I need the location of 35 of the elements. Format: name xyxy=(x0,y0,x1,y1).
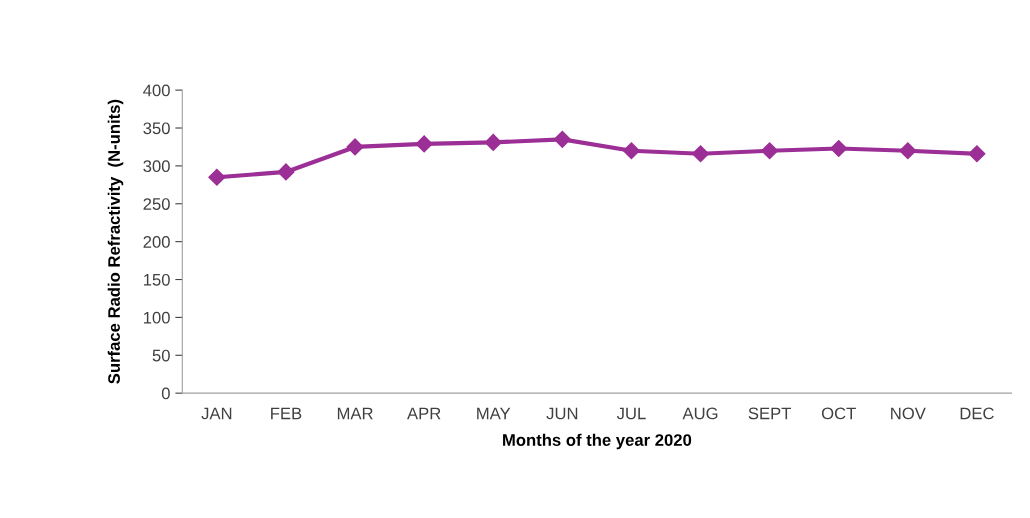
y-tick-label: 250 xyxy=(143,198,170,210)
y-tick-label: 200 xyxy=(143,236,170,248)
point xyxy=(553,130,571,148)
point xyxy=(830,139,848,158)
x-tick-label: OCT xyxy=(821,407,856,420)
x-tick-label: MAR xyxy=(337,407,373,420)
x-tick-label: JUN xyxy=(546,407,578,420)
x-tick-label: DEC xyxy=(960,407,994,420)
x-tick-label: AUG xyxy=(682,407,718,420)
y-tick-label: 100 xyxy=(143,311,170,324)
x-tick-label: JUL xyxy=(616,407,646,420)
y-tick-label: 350 xyxy=(143,122,170,135)
point xyxy=(899,142,917,160)
x-tick-label: NOV xyxy=(891,407,926,420)
y-tick-label: 400 xyxy=(143,84,170,97)
y-tick-label: 300 xyxy=(143,160,170,173)
point xyxy=(691,145,710,163)
point xyxy=(622,142,640,160)
x-tick-label: JAN xyxy=(201,407,232,420)
point xyxy=(346,138,364,156)
y-tick-label: 50 xyxy=(152,349,170,362)
point xyxy=(415,135,433,153)
point xyxy=(277,163,295,181)
point xyxy=(208,168,226,186)
x-tick-label: MAY xyxy=(477,407,511,420)
x-tick-label: SEPT xyxy=(748,407,792,420)
y-axis-title: Surface Radio Refractivity (N-units) xyxy=(107,99,124,384)
y-tick-label: 0 xyxy=(161,387,170,400)
x-tick-label: APR xyxy=(407,407,441,420)
point xyxy=(761,142,779,160)
x-axis-title: Months of the year 2020 xyxy=(503,433,692,450)
x-tick-label: FEB xyxy=(271,407,302,420)
point xyxy=(968,145,986,163)
point xyxy=(484,133,502,151)
y-tick-label: 150 xyxy=(143,273,170,286)
